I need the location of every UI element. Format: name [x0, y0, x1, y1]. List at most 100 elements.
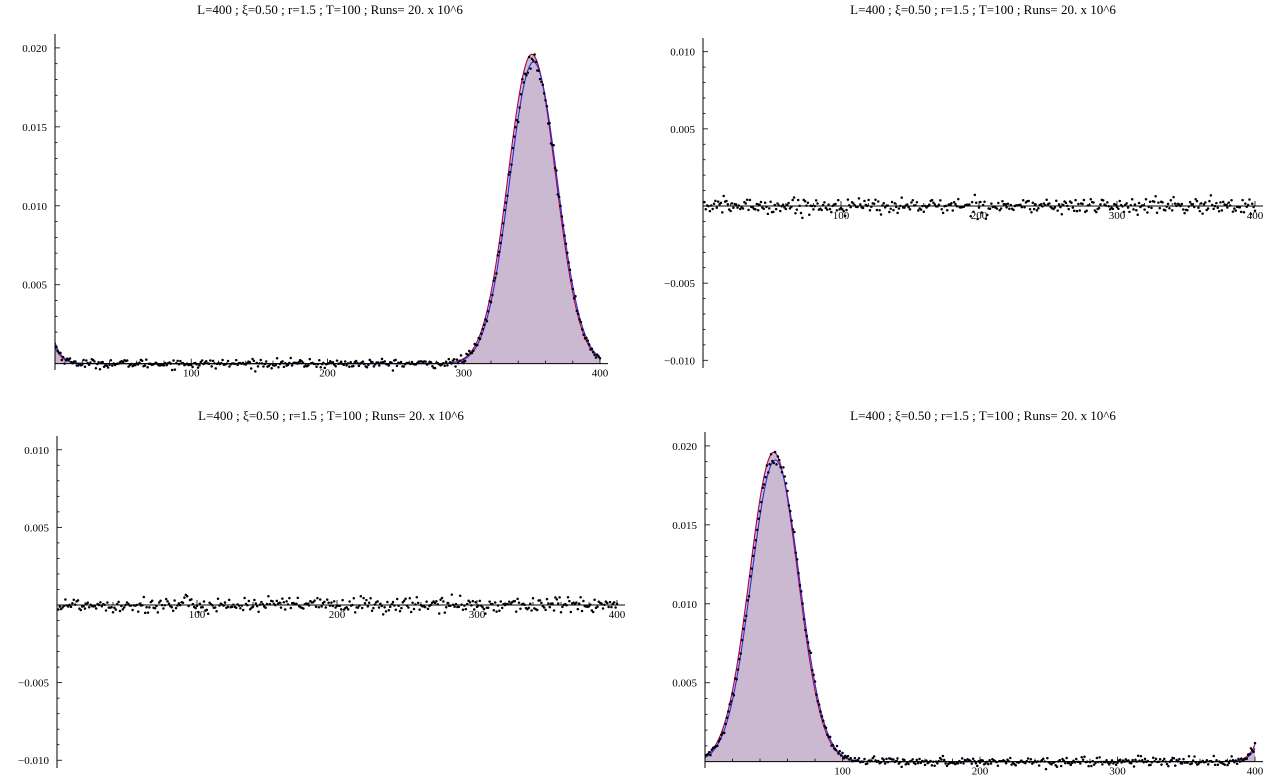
data-point: [388, 605, 392, 609]
data-point: [835, 209, 839, 212]
data-point: [894, 205, 898, 209]
data-point: [1223, 763, 1226, 766]
data-point: [1089, 197, 1093, 201]
data-point: [561, 224, 565, 227]
data-point: [773, 450, 777, 454]
data-point: [256, 365, 260, 368]
data-point: [226, 605, 230, 609]
data-point: [519, 92, 523, 96]
data-point: [69, 605, 73, 609]
data-point: [423, 605, 427, 609]
data-point: [322, 361, 325, 365]
data-point: [956, 762, 960, 765]
data-point: [175, 361, 178, 365]
data-point: [363, 362, 366, 366]
data-point: [241, 608, 245, 612]
data-point: [372, 365, 376, 368]
data-point: [400, 606, 403, 610]
data-point: [453, 605, 456, 608]
data-point: [1130, 762, 1133, 765]
data-point: [1208, 199, 1211, 203]
data-point: [218, 604, 221, 607]
data-point: [504, 201, 508, 204]
data-point: [1193, 205, 1196, 209]
data-point: [163, 604, 167, 607]
data-point: [928, 203, 931, 206]
data-point: [1087, 764, 1090, 768]
data-point: [211, 604, 214, 607]
data-point: [838, 749, 841, 753]
data-point: [857, 197, 861, 200]
data-point: [1101, 763, 1104, 766]
data-point: [970, 762, 973, 765]
data-point: [103, 603, 106, 606]
data-point: [779, 466, 782, 469]
data-point: [338, 604, 342, 607]
data-point: [754, 539, 758, 542]
data-point: [1085, 209, 1088, 213]
data-point: [911, 199, 915, 202]
data-point: [142, 595, 146, 599]
data-point: [278, 601, 281, 604]
data-point: [1160, 763, 1163, 766]
data-point: [1144, 197, 1148, 201]
data-point: [1238, 760, 1242, 763]
data-point: [1024, 761, 1027, 765]
data-point: [1043, 204, 1047, 207]
data-point: [779, 209, 782, 213]
data-point: [190, 598, 193, 601]
data-point: [1248, 198, 1251, 201]
data-point: [1114, 763, 1118, 767]
data-point: [124, 603, 127, 607]
data-point: [164, 597, 168, 601]
data-point: [307, 604, 311, 607]
data-point: [1249, 747, 1253, 750]
data-point: [972, 210, 975, 214]
data-point: [249, 367, 253, 370]
data-point: [443, 611, 447, 614]
data-point: [100, 604, 104, 608]
data-point: [346, 608, 350, 611]
data-point: [1062, 759, 1066, 762]
data-point: [1226, 763, 1229, 767]
data-point: [486, 606, 490, 609]
data-point: [810, 204, 814, 208]
data-point: [251, 605, 255, 608]
data-point: [1039, 203, 1043, 206]
data-point: [500, 233, 504, 237]
data-point: [822, 719, 825, 723]
data-point: [74, 360, 77, 363]
data-point: [136, 610, 140, 613]
data-point: [572, 297, 576, 300]
data-point: [308, 357, 312, 361]
data-point: [215, 609, 218, 613]
data-point: [97, 361, 100, 364]
data-point: [865, 204, 869, 208]
data-point: [167, 602, 171, 606]
data-point: [1193, 755, 1196, 758]
data-point: [376, 600, 379, 603]
data-point: [296, 596, 300, 600]
data-point: [1082, 198, 1086, 202]
data-point: [455, 358, 459, 361]
data-point: [1116, 761, 1119, 765]
data-point: [1242, 210, 1246, 214]
data-point: [156, 611, 160, 614]
data-point: [1008, 207, 1011, 210]
data-point: [467, 349, 471, 353]
data-point: [164, 361, 167, 365]
data-point: [57, 608, 60, 611]
data-point: [1007, 760, 1011, 763]
data-point: [736, 668, 740, 671]
data-point: [459, 354, 463, 357]
data-point: [1028, 760, 1031, 764]
data-point: [1149, 763, 1152, 767]
data-point: [277, 366, 280, 369]
data-point: [106, 601, 109, 604]
data-point: [262, 365, 265, 368]
data-point: [83, 607, 87, 610]
data-point: [1078, 209, 1081, 212]
data-point: [177, 602, 181, 605]
data-point: [957, 197, 960, 201]
